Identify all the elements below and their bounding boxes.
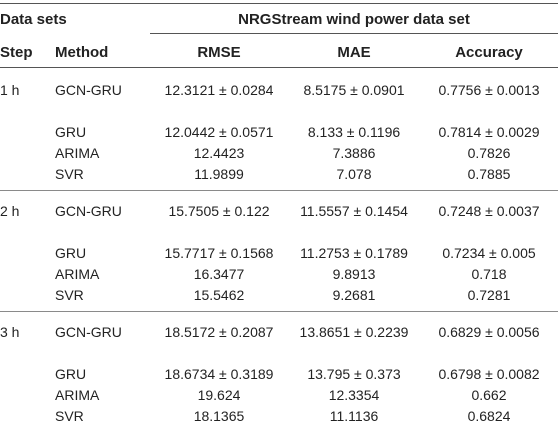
header-method: Method: [55, 44, 109, 61]
dataset-span-rule: [150, 33, 558, 34]
mae-cell: 13.795 ± 0.373: [307, 366, 401, 382]
method-cell: GRU: [55, 245, 87, 261]
rmse-cell: 12.0442 ± 0.0571: [164, 124, 274, 140]
rmse-cell: 15.7505 ± 0.122: [168, 203, 270, 219]
method-cell: SVR: [55, 408, 84, 424]
accuracy-cell: 0.7281: [467, 287, 511, 303]
header-step: Step: [0, 44, 33, 61]
accuracy-cell: 0.6829 ± 0.0056: [438, 324, 540, 340]
step-label: 1 h: [0, 82, 20, 98]
rmse-cell: 16.3477: [193, 266, 245, 282]
mae-cell: 11.1136: [329, 408, 379, 424]
method-cell: SVR: [55, 166, 84, 182]
mae-cell: 12.3354: [328, 387, 380, 403]
header-accuracy: Accuracy: [455, 44, 523, 61]
mae-cell: 13.8651 ± 0.2239: [299, 324, 409, 340]
rmse-cell: 15.7717 ± 0.1568: [164, 245, 274, 261]
mae-cell: 11.2753 ± 0.1789: [300, 245, 408, 261]
method-cell: GCN-GRU: [55, 324, 122, 340]
header-bottom-rule: [0, 67, 558, 68]
header-mae: MAE: [337, 44, 371, 61]
accuracy-cell: 0.7814 ± 0.0029: [438, 124, 540, 140]
method-cell: GRU: [55, 366, 87, 382]
accuracy-cell: 0.7756 ± 0.0013: [438, 82, 540, 98]
header-dataset-title: NRGStream wind power data set: [238, 11, 470, 28]
group-separator: [0, 190, 558, 191]
accuracy-cell: 0.7885: [467, 166, 511, 182]
accuracy-cell: 0.6798 ± 0.0082: [438, 366, 540, 382]
method-cell: GCN-GRU: [55, 203, 122, 219]
mae-cell: 7.078: [336, 166, 372, 182]
accuracy-cell: 0.6824: [467, 408, 511, 424]
step-label: 3 h: [0, 324, 20, 340]
accuracy-cell: 0.7826: [467, 145, 511, 161]
mae-cell: 7.3886: [332, 145, 376, 161]
top-rule: [0, 3, 558, 4]
mae-cell: 8.5175 ± 0.0901: [303, 82, 405, 98]
method-cell: ARIMA: [55, 387, 100, 403]
group-separator: [0, 311, 558, 312]
mae-cell: 9.8913: [332, 266, 376, 282]
mae-cell: 9.2681: [332, 287, 376, 303]
mae-cell: 11.5557 ± 0.1454: [300, 203, 408, 219]
method-cell: SVR: [55, 287, 84, 303]
rmse-cell: 18.1365: [193, 408, 245, 424]
header-data-sets: Data sets: [0, 11, 67, 28]
rmse-cell: 15.5462: [193, 287, 245, 303]
accuracy-cell: 0.7248 ± 0.0037: [438, 203, 540, 219]
rmse-cell: 18.5172 ± 0.2087: [164, 324, 274, 340]
rmse-cell: 12.3121 ± 0.0284: [164, 82, 274, 98]
accuracy-cell: 0.7234 ± 0.005: [442, 245, 536, 261]
header-rmse: RMSE: [197, 44, 241, 61]
step-label: 2 h: [0, 203, 20, 219]
method-cell: GCN-GRU: [55, 82, 122, 98]
rmse-cell: 12.4423: [193, 145, 245, 161]
rmse-cell: 11.9899: [194, 166, 244, 182]
accuracy-cell: 0.718: [471, 266, 507, 282]
mae-cell: 8.133 ± 0.1196: [307, 124, 401, 140]
rmse-cell: 18.6734 ± 0.3189: [164, 366, 274, 382]
method-cell: ARIMA: [55, 266, 100, 282]
rmse-cell: 19.624: [197, 387, 241, 403]
accuracy-cell: 0.662: [471, 387, 507, 403]
method-cell: GRU: [55, 124, 87, 140]
method-cell: ARIMA: [55, 145, 100, 161]
